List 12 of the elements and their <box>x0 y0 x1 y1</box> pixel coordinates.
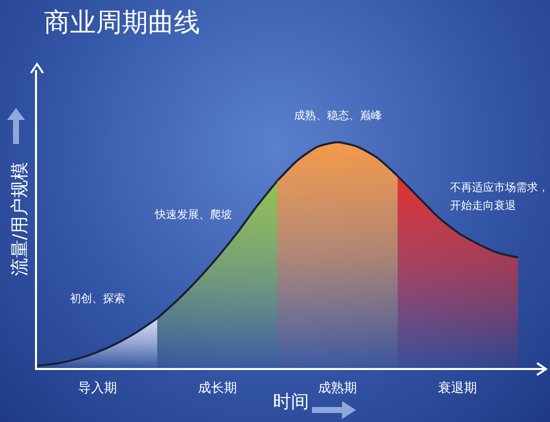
annotation: 初创、探索 <box>70 292 125 305</box>
series-label: 成长期 <box>198 381 237 396</box>
chart-title: 商业周期曲线 <box>44 8 200 38</box>
text: 成熟、稳态、巅峰 <box>294 109 382 122</box>
series-label: 导入期 <box>78 381 117 396</box>
y-axis-title: 流量/用户规模 <box>10 162 31 276</box>
annotation: 不再适应市场需求， <box>450 181 549 194</box>
x-axis-title: 时间 <box>273 392 309 413</box>
annotation: 开始走向衰退 <box>450 199 516 212</box>
annotation: 快速发展、爬坡 <box>154 208 232 221</box>
series-label: 衰退期 <box>438 380 477 396</box>
series-label: 成熟期 <box>318 381 357 396</box>
